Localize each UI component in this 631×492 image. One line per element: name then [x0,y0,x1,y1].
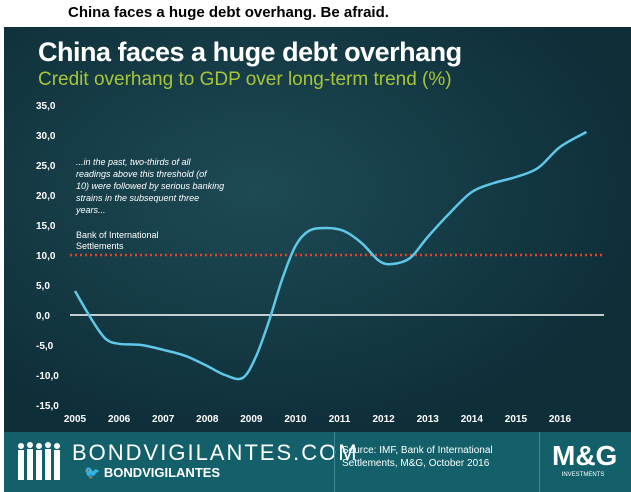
y-tick-label: -5,0 [36,341,54,352]
y-tick-label: 35,0 [36,101,56,112]
x-tick-label: 2011 [329,414,351,425]
twitter-handle: 🐦 BONDVIGILANTES [84,465,220,481]
y-tick-label: 15,0 [36,221,56,232]
y-tick-label: 20,0 [36,191,56,202]
x-tick-label: 2014 [461,414,484,425]
chart-panel: China faces a huge debt overhang Credit … [4,27,631,432]
y-tick-label: 30,0 [36,131,56,142]
x-tick-label: 2005 [64,414,87,425]
x-tick-label: 2010 [284,414,307,425]
headline: China faces a huge debt overhang. Be afr… [68,4,389,21]
divider [539,432,540,492]
x-tick-label: 2008 [196,414,219,425]
y-tick-label: 25,0 [36,161,56,172]
y-tick-label: 10,0 [36,251,56,262]
x-tick-label: 2015 [505,414,528,425]
annotation-text: ...in the past, two-thirds of all reading… [75,157,224,215]
people-silhouette-icon [18,442,60,480]
source-note: Source: IMF, Bank of International Settl… [342,445,493,469]
x-tick-label: 2016 [549,414,572,425]
y-tick-label: -15,0 [36,401,59,412]
divider [334,432,335,492]
y-tick-label: 0,0 [36,311,50,322]
chart-title: China faces a huge debt overhang [38,37,462,67]
annotation-source: Bank of International Settlements [76,230,159,251]
brand-url: BONDVIGILANTES.COM [72,440,359,465]
x-tick-label: 2007 [152,414,175,425]
y-tick-label: 5,0 [36,281,50,292]
mg-logo: M&G INVESTMENTS [552,440,618,478]
x-tick-label: 2013 [417,414,440,425]
x-tick-label: 2006 [108,414,131,425]
handle-text: BONDVIGILANTES [103,465,221,480]
x-tick-label: 2009 [240,414,263,425]
y-tick-label: -10,0 [36,371,59,382]
footer: BONDVIGILANTES.COM 🐦 BONDVIGILANTES Sour… [4,432,631,492]
x-tick-label: 2012 [373,414,396,425]
chart-subtitle: Credit overhang to GDP over long-term tr… [38,69,452,90]
twitter-icon: 🐦 [84,465,104,480]
chart-plot: 35,0 30,0 25,0 20,0 15,0 10,0 5,0 0,0 -5,0 -10,0 -… [36,101,604,425]
